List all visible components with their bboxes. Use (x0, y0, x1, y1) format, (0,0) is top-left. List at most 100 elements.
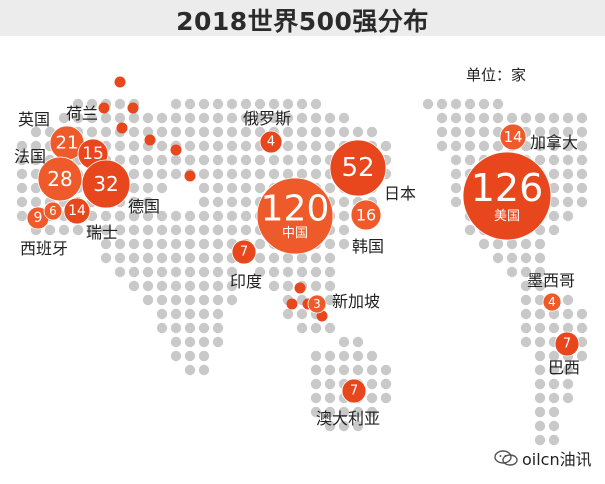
land-dot (366, 378, 378, 390)
bubble-russia (259, 130, 283, 154)
land-dot (30, 126, 42, 138)
land-dot (296, 112, 308, 124)
land-dot (548, 196, 560, 208)
land-dot (548, 140, 560, 152)
land-dot (142, 168, 154, 180)
land-dot (450, 112, 462, 124)
land-dot (534, 322, 546, 334)
value-singapore: 3 (313, 297, 321, 311)
land-dot (156, 238, 168, 250)
land-dot (282, 112, 294, 124)
land-dot (576, 196, 588, 208)
land-dot (324, 126, 336, 138)
land-dot (128, 126, 140, 138)
land-dot (170, 112, 182, 124)
land-dot (324, 112, 336, 124)
land-dot (198, 280, 210, 292)
minor-country-dot (294, 282, 306, 294)
land-dot (296, 266, 308, 278)
land-dot (324, 420, 336, 432)
land-dot (548, 350, 560, 362)
land-dot (170, 336, 182, 348)
land-dot (520, 294, 532, 306)
land-dot (534, 364, 546, 376)
land-dot (562, 392, 574, 404)
land-dot (184, 210, 196, 222)
land-dot (310, 168, 322, 180)
page-title: 2018世界500强分布 (176, 7, 429, 36)
label-france: 法国 (14, 147, 46, 166)
land-dot (156, 210, 168, 222)
land-dot (534, 126, 546, 138)
land-dot (464, 112, 476, 124)
land-dot (170, 168, 182, 180)
minor-country-dot (184, 170, 196, 182)
land-dot (296, 322, 308, 334)
land-dot (212, 322, 224, 334)
land-dot (254, 112, 266, 124)
land-dot (478, 140, 490, 152)
land-dot (142, 252, 154, 264)
value-usa: 126 (471, 166, 544, 210)
land-dot (240, 112, 252, 124)
land-dot (576, 154, 588, 166)
land-dot (100, 126, 112, 138)
minor-country-dot (127, 102, 139, 114)
land-dot (548, 112, 560, 124)
land-dot (450, 126, 462, 138)
land-dot (352, 420, 364, 432)
land-dot (142, 294, 154, 306)
value-russia: 4 (267, 135, 275, 150)
land-dot (366, 406, 378, 418)
land-dot (212, 238, 224, 250)
land-dot (226, 168, 238, 180)
land-dot (16, 168, 28, 180)
land-dot (576, 140, 588, 152)
title-bar (0, 0, 605, 36)
land-dot (128, 280, 140, 292)
land-dot (576, 350, 588, 362)
land-dot (16, 196, 28, 208)
land-dot (58, 224, 70, 236)
land-dot (562, 182, 574, 194)
land-dot (128, 140, 140, 152)
land-dot (324, 322, 336, 334)
source-text: oilcn油讯 (522, 450, 592, 469)
land-dot (380, 392, 392, 404)
land-dot (562, 308, 574, 320)
value-china: 120 (261, 189, 330, 230)
land-dot (86, 112, 98, 124)
land-dot (478, 98, 490, 110)
land-dot (16, 154, 28, 166)
land-dot (16, 140, 28, 152)
land-dot (310, 392, 322, 404)
land-dot (198, 322, 210, 334)
land-dot (268, 98, 280, 110)
land-dot (184, 266, 196, 278)
land-dot (254, 168, 266, 180)
land-dot (338, 420, 350, 432)
land-dot (212, 140, 224, 152)
land-dot (310, 378, 322, 390)
land-dot (240, 196, 252, 208)
land-dot (184, 322, 196, 334)
land-dot (464, 224, 476, 236)
land-dot (562, 154, 574, 166)
land-dot (576, 168, 588, 180)
land-dot (366, 392, 378, 404)
land-dot (226, 112, 238, 124)
land-dot (170, 224, 182, 236)
land-dot (86, 126, 98, 138)
value-uk: 21 (56, 133, 79, 154)
land-dot (534, 392, 546, 404)
land-dot (464, 140, 476, 152)
land-dot (16, 210, 28, 222)
land-dot (324, 364, 336, 376)
land-dot (198, 154, 210, 166)
land-dot (338, 406, 350, 418)
land-dot (562, 126, 574, 138)
land-dot (380, 378, 392, 390)
land-dot (324, 140, 336, 152)
land-dot (562, 364, 574, 376)
land-dot (198, 364, 210, 376)
